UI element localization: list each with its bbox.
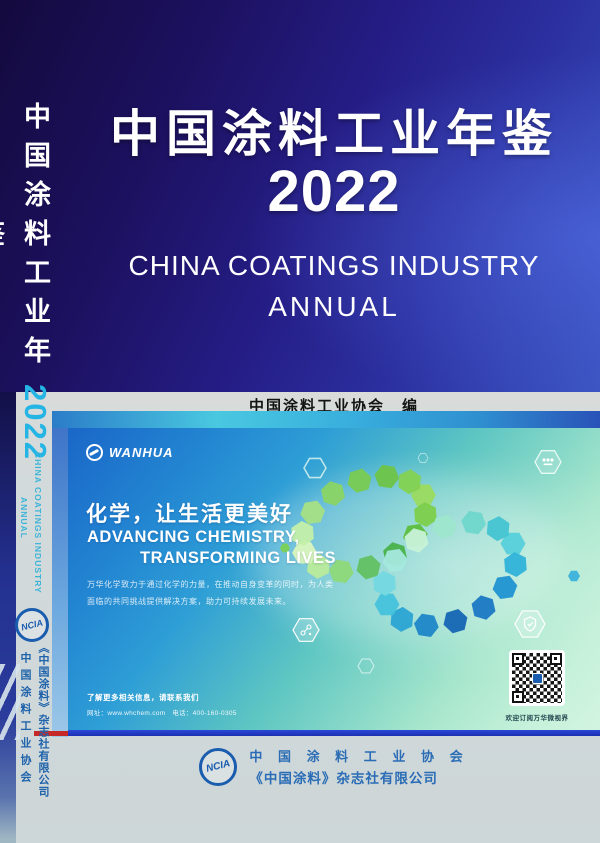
wanhua-logo: WANHUA — [86, 444, 174, 461]
publisher-block: NCIA 中 国 涂 料 工 业 协 会 《中国涂料》杂志社有限公司 — [68, 746, 600, 787]
ad-slogan-cn: 化学，让生活更美好 — [86, 503, 293, 526]
spine-ncia-logo-icon: NCIA — [15, 608, 49, 642]
infinity-hexagon — [291, 521, 314, 546]
book-subtitle-line1: CHINA COATINGS INDUSTRY — [128, 250, 540, 281]
cover-top-section: 中国涂料工业年鉴 中国涂料工业年鉴 2022 CHINA COATINGS IN… — [0, 0, 600, 392]
publisher-text: 中 国 涂 料 工 业 协 会 《中国涂料》杂志社有限公司 — [249, 746, 468, 787]
book-year: 2022 — [267, 159, 401, 224]
banner-underline — [68, 730, 600, 736]
outline-hexagon — [357, 658, 375, 674]
spine-publisher-vertical: 《中国涂料》杂志社有限公司 — [37, 642, 49, 798]
book-title: 中国涂料工业年鉴 — [110, 106, 558, 162]
infinity-hexagon — [471, 595, 496, 620]
cyan-divider-band — [52, 411, 600, 428]
book-subtitle-line2: ANNUAL — [268, 291, 400, 322]
infinity-hexagon — [432, 514, 457, 539]
infinity-hexagon — [404, 528, 429, 553]
qr-caption: 欢迎订阅万华微视界 — [505, 715, 569, 722]
spine-subtitle-en-line2: ANNUAL — [19, 497, 29, 539]
editor-line: 中国涂料工业协会 编 — [248, 398, 419, 415]
infinity-hexagon — [321, 481, 345, 506]
infinity-hexagon — [461, 511, 486, 535]
infinity-hexagon — [374, 464, 400, 489]
ad-slogan-en-line1: ADVANCING CHEMISTRY, — [87, 528, 300, 546]
dots-icon — [534, 450, 562, 474]
spine-left-sliver — [0, 392, 16, 843]
spine-title-vertical: 中国涂料工业年鉴 — [0, 101, 50, 375]
ad-body-line1: 万华化学致力于通过化学的力量，在推动自身变革的同时，为人类 — [87, 580, 334, 589]
wanhua-logo-icon — [86, 444, 103, 461]
spine-subtitle-en-line1: CHINA COATINGS INDUSTRY — [33, 452, 43, 594]
hexagon-infinity-art — [253, 450, 580, 674]
qr-finder-icon — [550, 653, 562, 665]
infinity-hexagon — [504, 552, 527, 577]
spine-association-vertical: 中国涂料工业协会 — [19, 652, 31, 788]
footer-publisher-line: 《中国涂料》杂志社有限公司 — [249, 771, 438, 786]
qr-finder-icon — [512, 691, 524, 703]
shield-icon — [514, 610, 546, 638]
footer-association-line: 中 国 涂 料 工 业 协 会 — [249, 749, 469, 764]
ad-contact-line: 了解更多相关信息，请联系我们 — [87, 693, 199, 702]
ad-body-line2: 面临的共同挑战提供解决方案，助力可持续发展未来。 — [87, 597, 291, 606]
ad-slogan-en-line2: TRANSFORMING LIVES — [140, 549, 337, 567]
infinity-hexagon — [398, 469, 421, 495]
wanhua-ad-banner: WANHUA 化学，让生活更美好 ADVANCING CHEMISTRY, TR… — [68, 428, 600, 731]
wanhua-brand-name: WANHUA — [109, 445, 174, 460]
infinity-hexagon — [347, 468, 372, 493]
small-blue-hexagon — [568, 570, 580, 582]
spine-year: 2022 — [18, 384, 53, 461]
infinity-hexagon — [390, 606, 414, 632]
infinity-hexagon — [328, 559, 354, 584]
infinity-hexagon — [374, 593, 400, 616]
qr-center-logo-icon — [531, 672, 543, 684]
infinity-hexagon — [486, 516, 510, 542]
infinity-hexagon — [300, 500, 325, 524]
spine-diagonal-stripes — [0, 664, 20, 740]
ad-contact-details: 网址：www.whchem.com 电话：400-160-0305 — [87, 710, 237, 717]
ncia-logo-text: NCIA — [205, 758, 232, 775]
footer-ncia-logo-icon: NCIA — [199, 747, 238, 786]
qr-code — [509, 650, 565, 706]
blue-side-strip — [52, 428, 68, 737]
infinity-hexagon — [492, 575, 518, 599]
infinity-hexagon — [443, 609, 468, 634]
outline-hexagon — [417, 453, 429, 463]
infinity-hexagon — [414, 613, 439, 637]
infinity-hexagon — [382, 549, 408, 573]
small-green-hexagon — [280, 543, 290, 553]
infinity-hexagon — [500, 532, 526, 555]
ncia-logo-text: NCIA — [20, 617, 44, 633]
outline-hexagon — [303, 457, 327, 479]
infinity-hexagon — [373, 571, 396, 596]
molecule-icon — [292, 618, 320, 642]
red-accent-line — [34, 731, 68, 736]
infinity-hexagon — [356, 555, 381, 580]
infinity-hexagon — [414, 502, 437, 527]
qr-finder-icon — [512, 653, 524, 665]
infinity-hexagon — [292, 541, 318, 564]
